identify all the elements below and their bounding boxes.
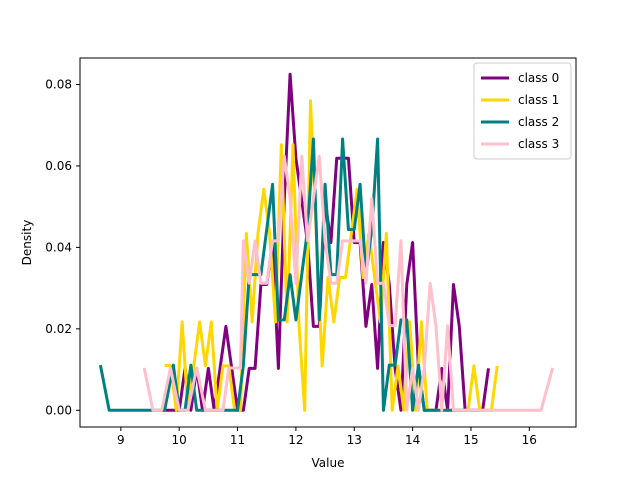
y-tick-label: 0.00 [45, 403, 72, 417]
series-line-class-3 [142, 154, 555, 412]
x-tick-label: 14 [405, 433, 420, 447]
series-layer [98, 72, 555, 412]
series-line-class-2 [98, 137, 466, 412]
y-tick-label: 0.02 [45, 322, 72, 336]
x-tick-label: 13 [347, 433, 362, 447]
y-tick-label: 0.08 [45, 77, 72, 91]
y-tick-label: 0.04 [45, 240, 72, 254]
legend-box [473, 62, 572, 160]
x-tick-label: 9 [117, 433, 125, 447]
plot-frame [79, 57, 577, 428]
legend: class 0 class 1 class 2 class 3 [473, 62, 572, 160]
legend-label: class 3 [518, 137, 559, 151]
y-axis-label: Density [20, 220, 34, 266]
x-axis: 9 10 11 12 13 14 15 16 [117, 427, 537, 447]
x-axis-label: Value [312, 456, 345, 470]
x-tick-label: 15 [463, 433, 478, 447]
y-axis: 0.00 0.02 0.04 0.06 0.08 [45, 77, 80, 417]
legend-label: class 1 [518, 93, 559, 107]
x-tick-label: 16 [522, 433, 537, 447]
legend-label: class 2 [518, 115, 559, 129]
legend-label: class 0 [518, 71, 559, 85]
x-tick-label: 11 [230, 433, 245, 447]
x-tick-label: 12 [288, 433, 303, 447]
y-tick-label: 0.06 [45, 159, 72, 173]
x-tick-label: 10 [172, 433, 187, 447]
